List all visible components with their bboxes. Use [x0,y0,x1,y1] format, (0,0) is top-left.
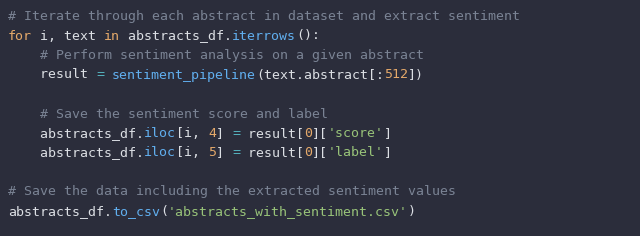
Text: # Save the data including the extracted sentiment values: # Save the data including the extracted … [8,185,456,198]
Text: to_csv: to_csv [112,205,160,218]
Text: 'label': 'label' [328,147,384,160]
Text: abstracts_df.: abstracts_df. [120,30,232,42]
Text: i, text: i, text [32,30,104,42]
Text: sentiment_pipeline: sentiment_pipeline [112,68,256,81]
Text: ): ) [408,205,416,218]
Text: ][: ][ [312,147,328,160]
Text: ]: ] [216,147,232,160]
Text: 'abstracts_with_sentiment.csv': 'abstracts_with_sentiment.csv' [168,205,408,218]
Text: (: ( [160,205,168,218]
Text: 5: 5 [208,147,216,160]
Text: ][: ][ [312,127,328,140]
Text: ]: ] [384,147,392,160]
Text: in: in [104,30,120,42]
Text: iloc: iloc [144,147,176,160]
Text: 512: 512 [384,68,408,81]
Text: =: = [232,127,240,140]
Text: =: = [232,147,240,160]
Text: ():: (): [296,30,320,42]
Text: 'score': 'score' [328,127,384,140]
Text: ]): ]) [408,68,424,81]
Text: abstracts_df.: abstracts_df. [8,205,112,218]
Text: iterrows: iterrows [232,30,296,42]
Text: [i,: [i, [176,127,208,140]
Text: 0: 0 [304,147,312,160]
Text: result[: result[ [240,147,304,160]
Text: # Perform sentiment analysis on a given abstract: # Perform sentiment analysis on a given … [8,49,424,62]
Text: abstracts_df.: abstracts_df. [8,127,144,140]
Text: 4: 4 [208,127,216,140]
Text: abstracts_df.: abstracts_df. [8,147,144,160]
Text: [i,: [i, [176,147,208,160]
Text: # Iterate through each abstract in dataset and extract sentiment: # Iterate through each abstract in datas… [8,10,520,23]
Text: (text.abstract[:: (text.abstract[: [256,68,384,81]
Text: ]: ] [216,127,232,140]
Text: # Save the sentiment score and label: # Save the sentiment score and label [8,108,328,121]
Text: result: result [8,68,96,81]
Text: iloc: iloc [144,127,176,140]
Text: for: for [8,30,32,42]
Text: result[: result[ [240,127,304,140]
Text: ]: ] [384,127,392,140]
Text: =: = [96,68,104,81]
Text: 0: 0 [304,127,312,140]
